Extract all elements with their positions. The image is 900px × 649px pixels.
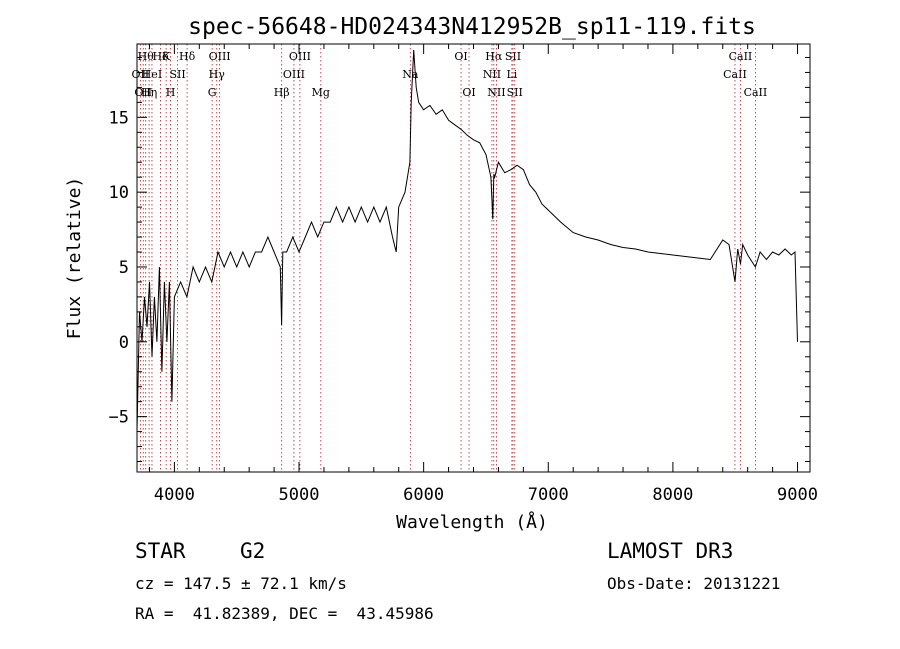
line-label-24: SII <box>505 50 521 63</box>
line-label-9: Hδ <box>179 50 196 63</box>
x-tick-label-3: 7000 <box>528 485 569 505</box>
line-label-12: OIII <box>209 50 231 63</box>
line-label-20: NII <box>483 68 501 81</box>
y-tick-label-3: 10 <box>109 183 129 203</box>
line-label-14: OIII <box>283 68 305 81</box>
y-tick-label-4: 15 <box>109 108 129 128</box>
line-label-3: Hη <box>141 86 157 99</box>
line-label-17: Na <box>402 68 419 81</box>
line-label-21: Hα <box>485 50 503 63</box>
x-axis: 4000 5000 6000 7000 8000 9000 <box>148 44 818 505</box>
y-axis: −5 0 5 10 15 <box>109 56 810 463</box>
x-tick-label-1: 5000 <box>279 485 320 505</box>
line-label-6: K <box>162 50 171 63</box>
line-label-1: OII <box>134 86 152 99</box>
line-label-11: Hγ <box>209 68 226 81</box>
line-label-22: NII <box>487 86 505 99</box>
line-label-13: Hβ <box>274 86 290 99</box>
plot-frame <box>136 43 811 473</box>
line-label-15: OIII <box>289 50 311 63</box>
line-label-19: OI <box>462 86 475 99</box>
line-label-2: Hθ <box>138 50 155 63</box>
series-line-0 <box>136 49 798 432</box>
line-label-28: CaII <box>744 86 768 99</box>
x-axis-label: Wavelength (Å) <box>396 511 548 533</box>
line-label-5: Hδ <box>152 50 169 63</box>
line-label-4: HeI <box>142 68 162 81</box>
y-tick-label-1: 0 <box>119 333 129 353</box>
x-tick-label-0: 4000 <box>154 485 195 505</box>
x-tick-label-5: 9000 <box>777 485 818 505</box>
line-label-8: SII <box>170 68 186 81</box>
spectrum-series <box>136 49 798 432</box>
line-label-25: SII <box>507 86 523 99</box>
redshift-readout: cz = 147.5 ± 72.1 km/s <box>135 574 347 593</box>
y-axis-label: Flux (relative) <box>64 177 85 340</box>
line-label-26: CaII <box>723 68 747 81</box>
coordinates: RA = 41.82389, DEC = 43.45986 <box>135 604 434 623</box>
survey-name: LAMOST DR3 <box>607 539 734 563</box>
line-label-23: Li <box>506 68 517 81</box>
line-label-0: OII <box>132 68 150 81</box>
object-class: STAR <box>135 539 186 563</box>
chart-title: spec-56648-HD024343N412952B_sp11-119.fit… <box>188 14 756 40</box>
line-label-27: CaII <box>729 50 753 63</box>
line-label-10: G <box>208 86 217 99</box>
x-tick-label-2: 6000 <box>403 485 444 505</box>
y-tick-label-2: 5 <box>119 258 129 278</box>
line-label-18: OI <box>454 50 467 63</box>
line-label-16: Mg <box>312 86 330 99</box>
x-tick-label-4: 8000 <box>652 485 693 505</box>
obs-date: Obs-Date: 20131221 <box>607 574 781 593</box>
line-label-7: H <box>166 86 176 99</box>
spectral-line-markers: OIIOIIHθHηHeIHδKHSIIHδGHγOIIIHβOIIIOIIIM… <box>132 44 768 472</box>
y-tick-label-0: −5 <box>109 408 129 428</box>
object-subclass: G2 <box>240 539 266 563</box>
